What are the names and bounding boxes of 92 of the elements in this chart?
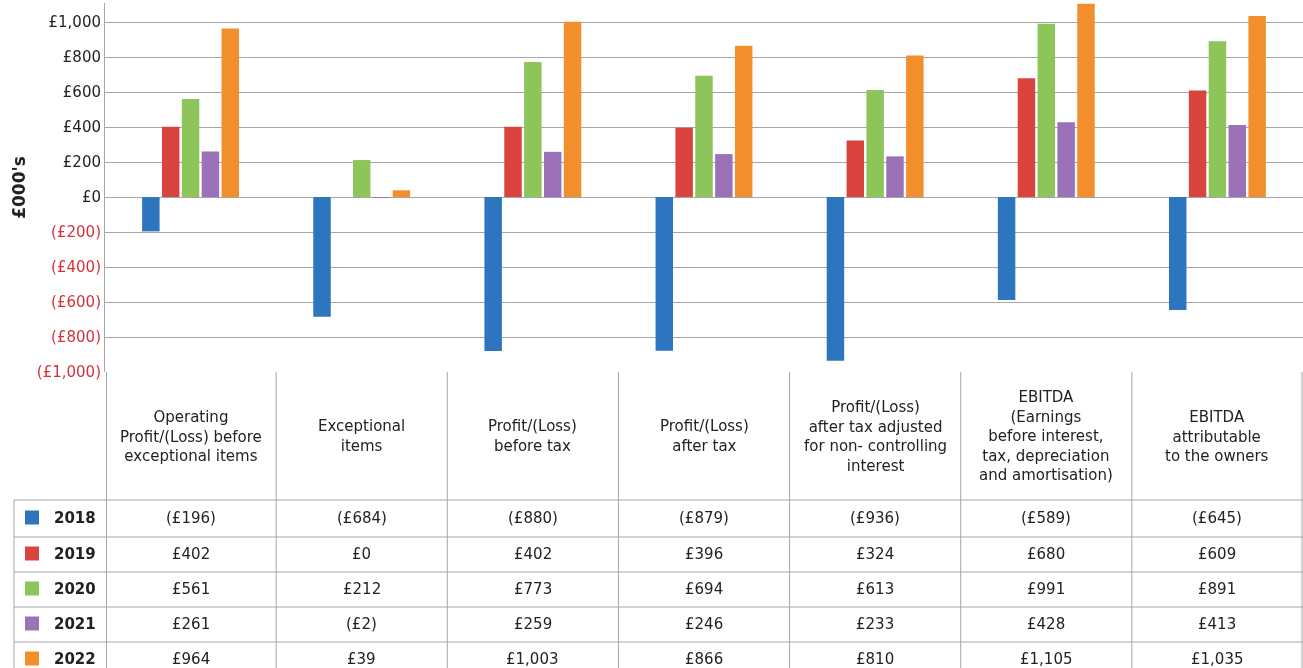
- data-label: £233: [856, 615, 895, 633]
- data-label: £39: [347, 650, 376, 668]
- bar: [313, 197, 331, 317]
- bar: [543, 151, 562, 198]
- bar: [484, 197, 502, 352]
- bar: [142, 197, 160, 232]
- legend-label: 2022: [54, 650, 96, 668]
- y-tick-label: £800: [62, 48, 101, 67]
- data-label: £259: [514, 615, 553, 633]
- bar: [1037, 23, 1056, 198]
- y-tick-label: (£600): [51, 293, 101, 312]
- bar: [524, 61, 542, 198]
- bar: [906, 55, 924, 198]
- data-label: £261: [172, 615, 211, 633]
- bar: [161, 126, 180, 198]
- data-label: (£936): [850, 509, 900, 527]
- bar: [1248, 16, 1266, 198]
- x-tick-label: EBITDA (Earnings before interest, tax, depreciation and amortisation): [979, 388, 1113, 484]
- data-label: £964: [172, 650, 211, 668]
- data-label: £0: [352, 545, 372, 563]
- x-tick-label: Profit/(Loss) after tax adjusted for non- controlling interest: [804, 398, 948, 475]
- data-label: £991: [1027, 580, 1066, 598]
- data-label: £402: [514, 545, 553, 563]
- bar: [866, 89, 884, 198]
- bar: [695, 75, 713, 198]
- bar: [352, 160, 371, 198]
- data-label: (£880): [508, 509, 558, 527]
- bar: [1228, 124, 1247, 198]
- bar: [1057, 122, 1075, 198]
- bar: [201, 151, 220, 198]
- data-label: £891: [1198, 580, 1237, 598]
- bar: [392, 190, 411, 198]
- bar: [734, 45, 753, 198]
- y-tick-label: (£1,000): [36, 363, 101, 382]
- y-tick-label: £600: [62, 83, 101, 102]
- x-tick-label: Operating Profit/(Loss) before exceptional items: [120, 408, 262, 465]
- bar: [826, 197, 845, 361]
- x-tick-label: EBITDA attributable to the owners: [1165, 408, 1269, 465]
- data-label: £773: [514, 580, 553, 598]
- data-label: £613: [856, 580, 895, 598]
- data-label: £810: [856, 650, 895, 668]
- data-label: (£2): [346, 615, 377, 633]
- bar: [504, 126, 522, 198]
- x-tick-label: Profit/(Loss) before tax: [488, 417, 577, 455]
- y-tick-label: £200: [62, 153, 101, 172]
- data-label: (£196): [166, 509, 216, 527]
- data-label: (£645): [1192, 509, 1242, 527]
- x-tick-label: Exceptional items: [318, 417, 406, 455]
- bar: [1017, 78, 1036, 198]
- bar: [221, 28, 240, 198]
- bar: [1208, 41, 1227, 198]
- legend-label: 2019: [54, 545, 96, 563]
- bar: [1188, 90, 1207, 198]
- y-tick-label: £0: [81, 188, 101, 207]
- bar: [886, 156, 904, 198]
- data-label: £396: [685, 545, 724, 563]
- data-label: £866: [685, 650, 724, 668]
- legend-label: 2021: [54, 615, 96, 633]
- legend-label: 2018: [54, 509, 96, 527]
- data-label: £1,035: [1191, 650, 1244, 668]
- y-axis-title: £000's: [9, 156, 30, 219]
- y-tick-label: £1,000: [48, 13, 101, 32]
- bar: [655, 197, 674, 351]
- data-label: £324: [856, 545, 895, 563]
- data-label: £1,105: [1020, 650, 1073, 668]
- data-label: (£684): [337, 509, 387, 527]
- bar: [846, 140, 865, 198]
- data-label: £246: [685, 615, 724, 633]
- data-label: £561: [172, 580, 211, 598]
- y-tick-label: £400: [62, 118, 101, 137]
- bar: [1168, 197, 1187, 310]
- data-label: £1,003: [506, 650, 559, 668]
- y-tick-label: (£200): [51, 223, 101, 242]
- data-label: £609: [1198, 545, 1237, 563]
- data-label: (£589): [1021, 509, 1071, 527]
- bar: [715, 154, 733, 198]
- data-label: £680: [1027, 545, 1066, 563]
- x-tick-label: Profit/(Loss) after tax: [660, 417, 749, 455]
- bar: [563, 21, 582, 198]
- data-label: £402: [172, 545, 211, 563]
- bar: [675, 127, 693, 198]
- legend-label: 2020: [54, 580, 96, 598]
- bar: [997, 197, 1016, 301]
- data-label: £428: [1027, 615, 1066, 633]
- bar: [1077, 3, 1095, 198]
- data-label: £212: [343, 580, 382, 598]
- data-label: (£879): [679, 509, 729, 527]
- data-label: £413: [1198, 615, 1237, 633]
- y-tick-label: (£800): [51, 328, 101, 347]
- data-label: £694: [685, 580, 724, 598]
- bar: [181, 99, 200, 198]
- y-tick-label: (£400): [51, 258, 101, 277]
